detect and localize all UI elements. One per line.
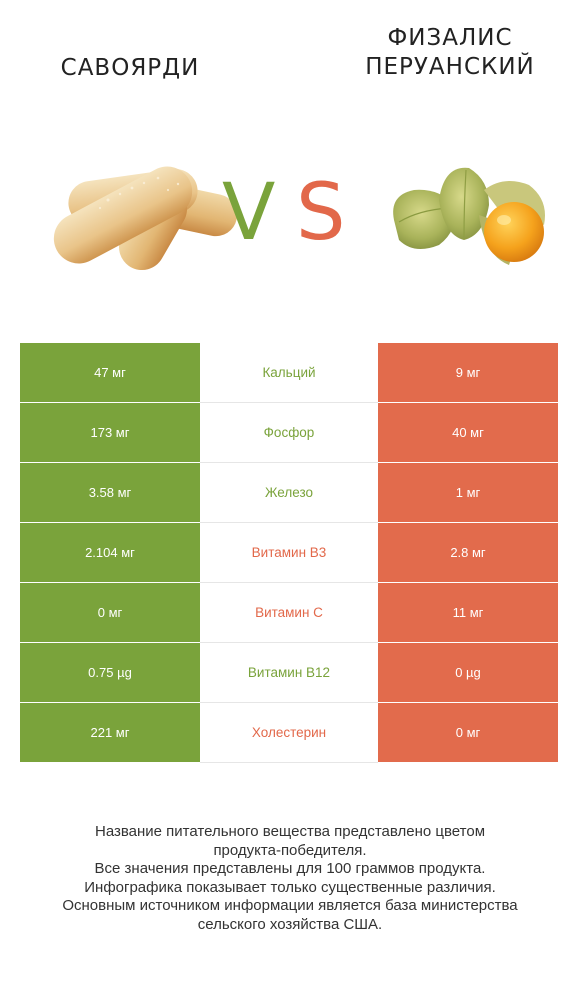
footer-line: Основным источником информации является … [62, 897, 518, 914]
left-value: 3.58 мг [20, 463, 200, 523]
right-product-title: ФИЗАЛИС ПЕРУАНСКИЙ [330, 24, 570, 82]
table-row: 2.104 мг Витамин B3 2.8 мг [20, 523, 558, 583]
nutrient-label: Холестерин [200, 703, 378, 763]
nutrient-label: Кальций [200, 343, 378, 403]
footer-line: Название питательного вещества представл… [94, 823, 486, 840]
left-value: 2.104 мг [20, 523, 200, 583]
left-product-title: САВОЯРДИ [60, 55, 200, 81]
right-value: 40 мг [378, 403, 558, 463]
table-row: 3.58 мг Железо 1 мг [20, 463, 558, 523]
footer-line: продукта-победителя. [213, 841, 367, 859]
vs-letter-s: S [296, 168, 346, 258]
left-value: 221 мг [20, 703, 200, 763]
right-title-line2: ПЕРУАНСКИЙ [365, 54, 535, 80]
nutrient-label: Витамин B12 [200, 643, 378, 703]
footer-line: Все значения представлены для 100 граммо… [94, 860, 486, 877]
nutrient-label: Фосфор [200, 403, 378, 463]
right-value: 0 µg [378, 643, 558, 703]
berry [484, 202, 544, 262]
left-value: 173 мг [20, 403, 200, 463]
footer-line: Инфографика показывает только существенн… [84, 878, 496, 896]
nutrient-label: Витамин B3 [200, 523, 378, 583]
table-row: 173 мг Фосфор 40 мг [20, 403, 558, 463]
left-value: 0 мг [20, 583, 200, 643]
left-value: 47 мг [20, 343, 200, 403]
table-row: 221 мг Холестерин 0 мг [20, 703, 558, 763]
vs-letter-v: V [222, 168, 276, 258]
right-value: 1 мг [378, 463, 558, 523]
right-value: 2.8 мг [378, 523, 558, 583]
footer-note: Название питательного вещества представл… [20, 823, 560, 934]
left-value: 0.75 µg [20, 643, 200, 703]
comparison-table: 47 мг Кальций 9 мг 173 мг Фосфор 40 мг 3… [20, 343, 558, 763]
right-title-line1: ФИЗАЛИС [387, 25, 513, 51]
right-value: 9 мг [378, 343, 558, 403]
table-row: 47 мг Кальций 9 мг [20, 343, 558, 403]
right-value: 0 мг [378, 703, 558, 763]
savoiardi-image [53, 166, 238, 271]
table-row: 0.75 µg Витамин B12 0 µg [20, 643, 558, 703]
nutrient-label: Витамин C [200, 583, 378, 643]
physalis-image [393, 167, 545, 265]
nutrient-label: Железо [200, 463, 378, 523]
footer-line: сельского хозяйства США. [197, 915, 383, 933]
table-row: 0 мг Витамин C 11 мг [20, 583, 558, 643]
biscuit-front [53, 166, 193, 264]
right-value: 11 мг [378, 583, 558, 643]
husk-center [439, 167, 489, 240]
